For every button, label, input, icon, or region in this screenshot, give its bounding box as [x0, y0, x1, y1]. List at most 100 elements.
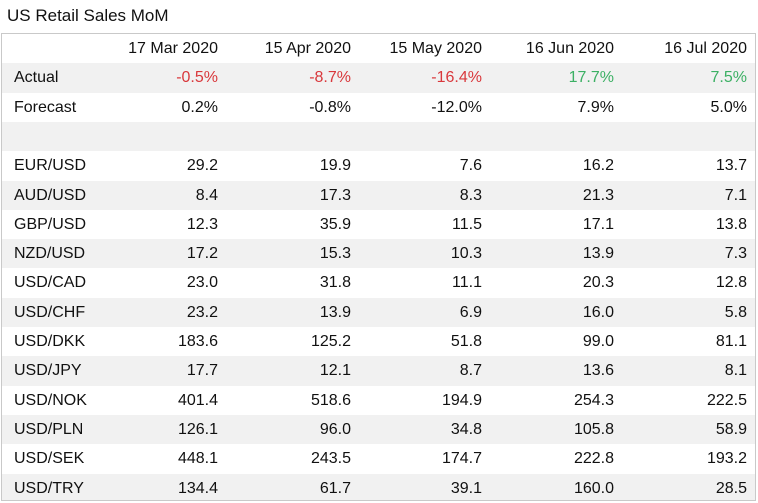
- pair-value: 13.6: [582, 362, 614, 380]
- pair-label: USD/JPY: [14, 362, 82, 380]
- pair-value: 126.1: [177, 420, 218, 438]
- pair-value: 401.4: [177, 391, 218, 409]
- pair-label: USD/NOK: [14, 391, 87, 409]
- pair-value: 194.9: [441, 391, 482, 409]
- column-header: 15 May 2020: [389, 40, 482, 57]
- pair-value: 15.3: [319, 245, 351, 263]
- pair-value: 10.3: [450, 245, 482, 263]
- table-row: USD/TRY 134.4 61.7 39.1 160.0 28.5: [2, 473, 755, 500]
- pair-value: 28.5: [715, 479, 747, 497]
- pair-label: USD/PLN: [14, 420, 84, 438]
- pair-value: 7.1: [724, 186, 747, 204]
- pair-value: 134.4: [177, 479, 218, 497]
- table-row: USD/CAD 23.0 31.8 11.1 20.3 12.8: [2, 268, 755, 298]
- pair-value: 23.2: [186, 303, 218, 321]
- pair-value: 11.1: [452, 274, 482, 292]
- pair-value: 96.0: [319, 420, 351, 438]
- data-table: 17 Mar 2020 15 Apr 2020 15 May 2020 16 J…: [1, 33, 756, 501]
- pair-value: 174.7: [441, 450, 482, 468]
- pair-value: 8.4: [195, 186, 218, 204]
- forecast-value: -12.0%: [431, 98, 482, 116]
- pair-value: 16.0: [582, 303, 614, 321]
- actual-value: -16.4%: [431, 69, 482, 87]
- pair-value: 61.7: [319, 479, 351, 497]
- pair-value: 39.1: [450, 479, 482, 497]
- pair-label: AUD/USD: [14, 186, 87, 204]
- pair-value: 5.8: [724, 303, 747, 321]
- pair-value: 11.5: [452, 215, 482, 233]
- pair-value: 193.2: [706, 450, 747, 468]
- pair-value: 243.5: [310, 450, 351, 468]
- row-label: Forecast: [14, 98, 77, 116]
- table-row: USD/PLN 126.1 96.0 34.8 105.8 58.9: [2, 414, 755, 445]
- actual-value: -8.7%: [309, 69, 351, 87]
- forecast-value: 0.2%: [181, 98, 218, 116]
- pair-value: 17.2: [186, 245, 218, 263]
- table-row: NZD/USD 17.2 15.3 10.3 13.9 7.3: [2, 239, 755, 269]
- pair-value: 125.2: [310, 333, 351, 350]
- pair-label: EUR/USD: [14, 157, 87, 175]
- header-row: 17 Mar 2020 15 Apr 2020 15 May 2020 16 J…: [2, 34, 755, 64]
- pair-value: 16.2: [582, 157, 614, 175]
- pair-value: 183.6: [177, 333, 218, 350]
- pair-label: GBP/USD: [14, 215, 87, 233]
- pair-value: 13.7: [715, 157, 747, 175]
- pair-value: 6.9: [459, 303, 482, 321]
- table-row: USD/DKK 183.6 125.2 51.8 99.0 81.1: [2, 327, 755, 357]
- pair-value: 518.6: [310, 391, 351, 409]
- pair-value: 222.8: [573, 450, 614, 468]
- pair-value: 160.0: [573, 479, 614, 497]
- pair-value: 99.0: [582, 333, 614, 350]
- column-header: 16 Jun 2020: [525, 40, 614, 57]
- pair-value: 51.8: [450, 333, 482, 350]
- table-row: USD/NOK 401.4 518.6 194.9 254.3 222.5: [2, 385, 755, 415]
- pair-value: 7.3: [724, 245, 747, 263]
- table-row: USD/JPY 17.7 12.1 8.7 13.6 8.1: [2, 356, 755, 386]
- pair-value: 7.6: [459, 157, 482, 175]
- pair-value: 17.7: [186, 362, 218, 380]
- pair-value: 12.8: [715, 274, 747, 292]
- pair-value: 8.3: [459, 186, 482, 204]
- pair-value: 448.1: [177, 450, 218, 468]
- pair-value: 254.3: [573, 391, 614, 409]
- column-header: 17 Mar 2020: [128, 40, 218, 57]
- pair-value: 17.1: [582, 215, 614, 233]
- column-header: 15 Apr 2020: [264, 40, 351, 57]
- pair-label: USD/CAD: [14, 274, 87, 292]
- pair-value: 34.8: [450, 420, 482, 438]
- table-row: EUR/USD 29.2 19.9 7.6 16.2 13.7: [2, 151, 755, 181]
- forecast-row: Forecast 0.2% -0.8% -12.0% 7.9% 5.0%: [2, 92, 755, 122]
- forecast-value: -0.8%: [309, 98, 351, 116]
- pair-value: 58.9: [715, 420, 747, 438]
- pair-value: 13.8: [715, 215, 747, 233]
- pair-value: 81.1: [715, 333, 747, 350]
- pair-value: 8.7: [459, 362, 482, 380]
- spacer-row: [2, 121, 755, 152]
- actual-value: -0.5%: [176, 69, 218, 87]
- pair-value: 13.9: [319, 303, 351, 321]
- pair-label: NZD/USD: [14, 245, 86, 263]
- forecast-value: 5.0%: [710, 98, 747, 116]
- pair-value: 12.1: [319, 362, 351, 380]
- pair-value: 21.3: [582, 186, 614, 204]
- pair-value: 35.9: [319, 215, 351, 233]
- forecast-value: 7.9%: [577, 98, 614, 116]
- pair-label: USD/CHF: [14, 303, 86, 321]
- row-label: Actual: [14, 69, 59, 87]
- actual-value: 17.7%: [568, 69, 614, 87]
- pair-value: 19.9: [319, 157, 351, 175]
- pair-value: 222.5: [706, 391, 747, 409]
- pair-value: 12.3: [186, 215, 218, 233]
- pair-value: 20.3: [582, 274, 614, 292]
- table-row: GBP/USD 12.3 35.9 11.5 17.1 13.8: [2, 209, 755, 240]
- table-row: USD/CHF 23.2 13.9 6.9 16.0 5.8: [2, 297, 755, 327]
- actual-row: Actual -0.5% -8.7% -16.4% 17.7% 7.5%: [2, 63, 755, 93]
- pair-value: 31.8: [319, 274, 351, 292]
- table-title: US Retail Sales MoM: [7, 6, 169, 25]
- pair-value: 17.3: [319, 186, 351, 204]
- table-row: AUD/USD 8.4 17.3 8.3 21.3 7.1: [2, 180, 755, 210]
- pair-value: 8.1: [724, 362, 747, 380]
- pair-value: 23.0: [186, 274, 218, 292]
- table-row: USD/SEK 448.1 243.5 174.7 222.8 193.2: [2, 444, 755, 474]
- pair-value: 105.8: [573, 420, 614, 438]
